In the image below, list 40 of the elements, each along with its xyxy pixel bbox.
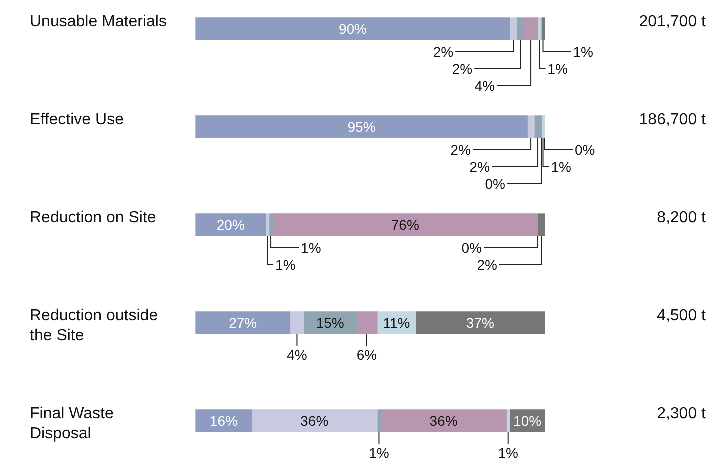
- data-label: 4%: [287, 346, 308, 363]
- data-label: 1%: [301, 240, 322, 256]
- y-tick-label: Unusable Materials: [30, 13, 167, 30]
- data-label: 6%: [356, 346, 378, 363]
- data-label: 2%: [452, 60, 473, 77]
- text: 201,700 t: [639, 13, 707, 30]
- data-label: 1%: [551, 158, 572, 175]
- data-label: 0%: [575, 142, 596, 158]
- y-tick-label: Final Waste Disposal: [30, 405, 114, 442]
- data-label: 1%: [276, 256, 296, 273]
- data-label: 1%: [548, 60, 568, 77]
- y-tick-label: Reduction on Site: [30, 209, 156, 226]
- data-label: 10%: [514, 412, 542, 429]
- data-label: 95%: [348, 118, 376, 135]
- text: 4,500 t: [657, 307, 707, 324]
- text: 2,300 t: [657, 405, 707, 422]
- y-tick-label: Effective Use: [30, 111, 124, 128]
- data-label: 11%: [383, 314, 410, 331]
- data-label: 2%: [450, 142, 472, 158]
- y-tick-label: Reduction outside the Site: [30, 307, 158, 344]
- data-label: 36%: [300, 412, 329, 429]
- text: 186,700 t: [639, 111, 707, 128]
- data-label: 2%: [433, 44, 454, 60]
- data-label: 36%: [430, 412, 458, 429]
- data-label: 1%: [369, 444, 390, 461]
- data-label: 1%: [498, 444, 518, 461]
- data-label: 0%: [485, 176, 506, 192]
- data-label: 76%: [391, 216, 420, 233]
- data-label: 16%: [210, 412, 238, 429]
- data-label: 37%: [466, 314, 494, 331]
- data-label: 15%: [316, 314, 344, 331]
- data-label: 4%: [474, 78, 496, 94]
- text: 8,200 t: [657, 209, 707, 226]
- data-label: 2%: [477, 256, 498, 273]
- data-label: 0%: [462, 240, 482, 256]
- data-label: 2%: [470, 158, 490, 175]
- data-label: 20%: [216, 216, 245, 233]
- data-label: 27%: [229, 314, 258, 331]
- data-label: 90%: [339, 20, 368, 37]
- data-label: 1%: [573, 44, 594, 60]
